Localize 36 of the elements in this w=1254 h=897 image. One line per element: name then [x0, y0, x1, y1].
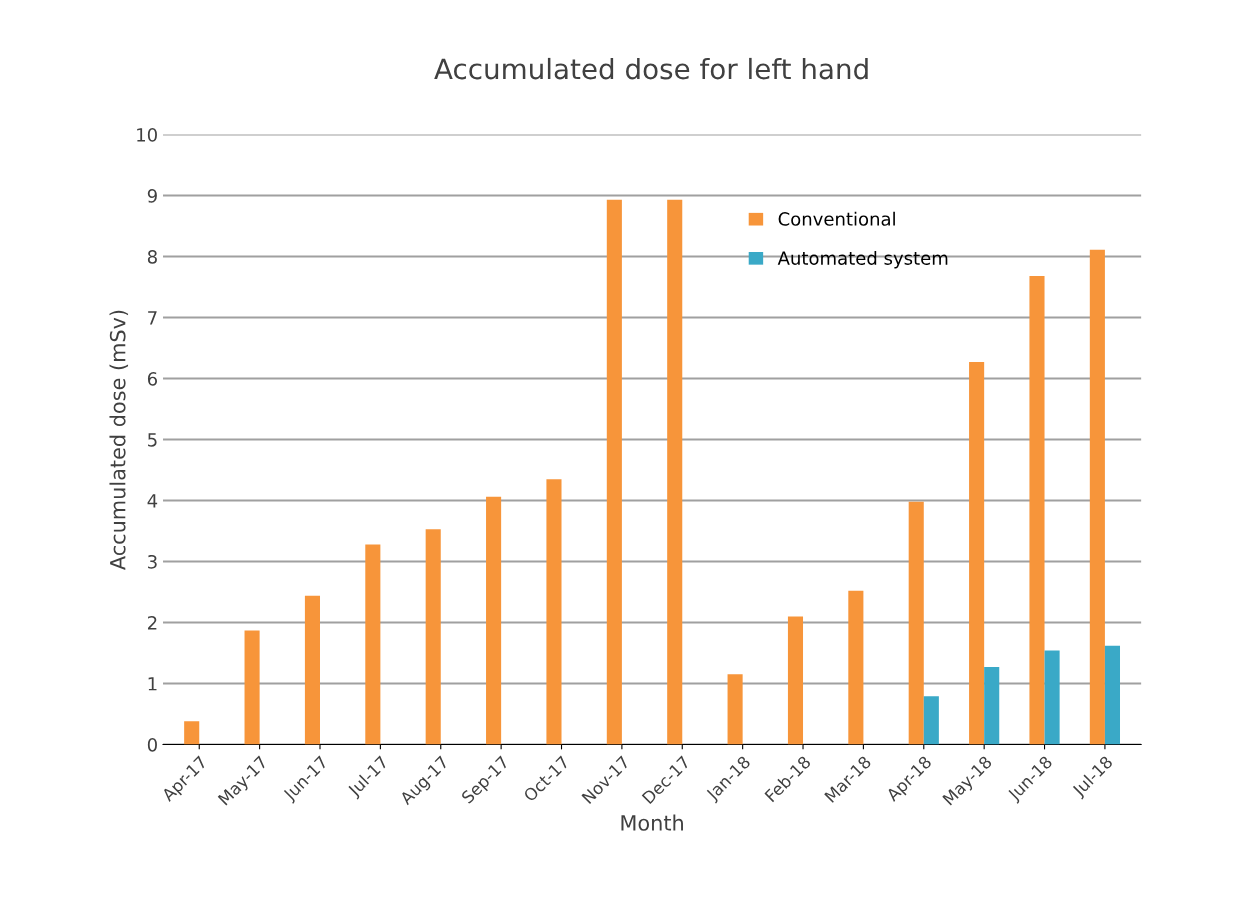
bar [425, 529, 441, 745]
y-tick-label: 7 [148, 311, 157, 325]
y-axis-title: Accumulated dose (mSv) [109, 310, 129, 570]
bar [365, 544, 381, 745]
bar [969, 362, 985, 745]
y-tick-label: 6 [147, 371, 158, 386]
bar [908, 501, 924, 745]
bar [1104, 645, 1121, 745]
bar [1029, 276, 1045, 745]
bar [304, 595, 320, 745]
bar [184, 721, 200, 745]
x-axis-title: Month [621, 814, 683, 831]
bar [546, 479, 562, 745]
bar [1089, 249, 1105, 745]
bar [727, 674, 743, 745]
bar [848, 590, 864, 745]
legend-label: Automated system [777, 250, 948, 269]
y-tick-label: 8 [147, 250, 157, 264]
y-tick-label: 2 [147, 615, 157, 630]
bar [787, 616, 804, 745]
bar [486, 496, 502, 745]
bar [923, 696, 939, 745]
bar [1044, 650, 1060, 745]
legend-label: Conventional [778, 211, 895, 226]
bar [606, 199, 622, 745]
chart-title: Accumulated dose for left hand [434, 57, 868, 80]
y-tick-label: 0 [147, 737, 157, 752]
y-tick-label: 5 [148, 433, 157, 447]
bar [667, 199, 683, 745]
y-tick-label: 9 [147, 189, 157, 203]
y-tick-label: 10 [137, 128, 157, 142]
bar [984, 667, 1000, 745]
bar [244, 630, 260, 745]
y-tick-label: 1 [148, 677, 157, 691]
y-tick-label: 4 [147, 494, 158, 508]
y-tick-label: 3 [148, 554, 157, 569]
